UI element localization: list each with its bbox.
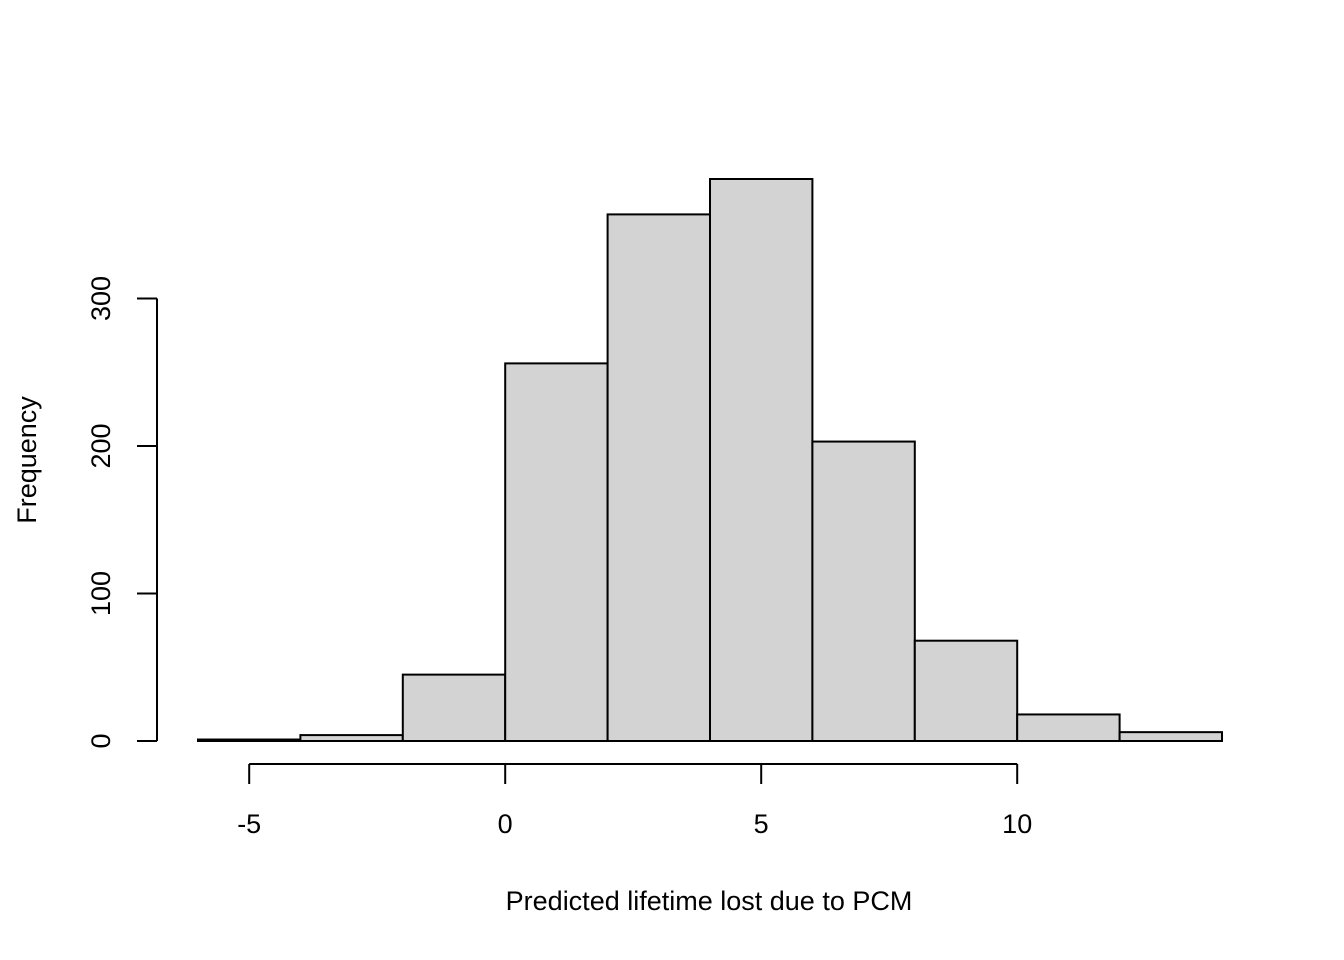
y-tick-label: 100 <box>86 571 116 616</box>
x-tick-label: -5 <box>237 809 261 839</box>
histogram-bar-4 <box>606 213 711 743</box>
histogram-bar-5 <box>709 178 814 742</box>
y-axis: 0 100 200 300 <box>86 276 158 749</box>
x-axis-title: Predicted lifetime lost due to PCM <box>506 886 913 916</box>
bars-group <box>197 178 1223 743</box>
y-tick-label: 0 <box>86 733 116 748</box>
y-tick-label: 300 <box>86 276 116 321</box>
histogram-bar-6 <box>811 440 916 742</box>
x-tick-label: 10 <box>1002 809 1032 839</box>
histogram-bar-0 <box>197 738 302 743</box>
histogram-bar-3 <box>504 362 609 742</box>
x-tick-label: 5 <box>754 809 769 839</box>
y-tick-label: 200 <box>86 423 116 468</box>
histogram-bar-8 <box>1016 713 1121 742</box>
histogram-bar-1 <box>299 734 404 742</box>
x-axis: -5 0 5 10 <box>237 763 1032 839</box>
y-axis-title: Frequency <box>12 396 42 524</box>
histogram-bar-2 <box>401 673 507 743</box>
histogram-bar-7 <box>913 639 1019 743</box>
x-tick-label: 0 <box>498 809 513 839</box>
histogram-bar-9 <box>1118 731 1223 742</box>
